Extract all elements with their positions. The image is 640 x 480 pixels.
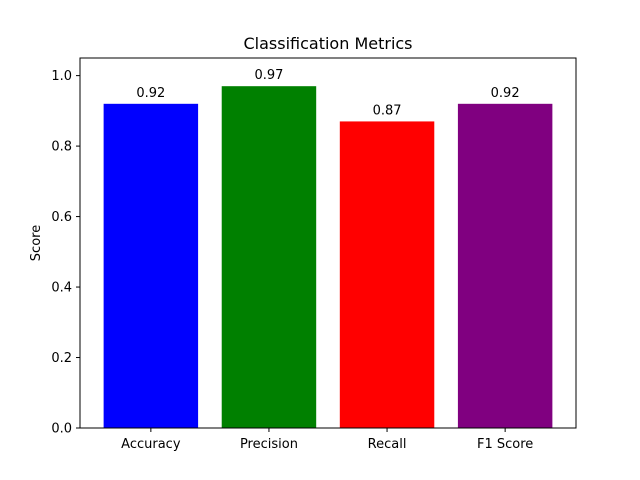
- y-tick-label: 0.6: [51, 210, 72, 225]
- value-labels-group: 0.92 0.97 0.87 0.92: [136, 68, 519, 118]
- chart-title: Classification Metrics: [243, 34, 412, 53]
- x-tick-label: Accuracy: [121, 437, 181, 452]
- y-tick-label: 0.2: [51, 351, 72, 366]
- x-axis-ticks: Accuracy Precision Recall F1 Score: [121, 428, 533, 452]
- value-label: 0.97: [254, 68, 283, 83]
- bar-precision: [221, 86, 317, 428]
- y-axis-ticks: 0.0 0.2 0.4 0.6 0.8 1.0: [51, 69, 80, 437]
- value-label: 0.87: [373, 103, 402, 118]
- bar-recall: [339, 121, 435, 428]
- bars-group: [103, 86, 553, 429]
- bar-f1-score: [457, 103, 553, 429]
- bar-accuracy: [103, 103, 199, 429]
- y-tick-label: 1.0: [51, 69, 72, 84]
- value-label: 0.92: [136, 86, 165, 101]
- y-tick-label: 0.8: [51, 140, 72, 155]
- y-axis-label: Score: [29, 225, 44, 261]
- x-tick-label: F1 Score: [477, 437, 533, 452]
- x-tick-label: Recall: [368, 437, 407, 452]
- y-tick-label: 0.0: [51, 422, 72, 437]
- x-tick-label: Precision: [240, 437, 298, 452]
- value-label: 0.92: [491, 86, 520, 101]
- plot-frame: [79, 57, 577, 429]
- y-tick-label: 0.4: [51, 281, 72, 296]
